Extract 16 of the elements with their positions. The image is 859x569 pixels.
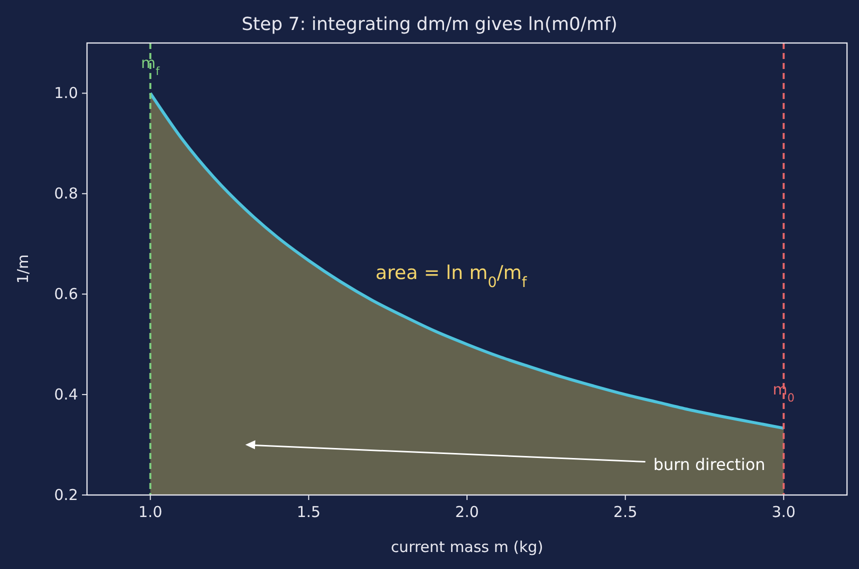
y-tick-label: 0.8 <box>54 184 78 203</box>
y-tick-label: 0.2 <box>54 486 78 504</box>
y-tick-label: 0.4 <box>54 386 78 404</box>
y-tick-label: 0.6 <box>54 285 78 304</box>
y-tick-label: 1.0 <box>54 84 78 102</box>
annotation: burn direction <box>653 454 766 474</box>
ref-line-label: m$_{f}$ <box>141 54 161 78</box>
chart-title: Step 7: integrating dm/m gives ln(m0/mf) <box>242 14 618 35</box>
x-axis-title: current mass m (kg) <box>390 538 544 556</box>
x-tick-label: 1.0 <box>138 503 162 521</box>
annotation: area = ln m$_{0}$/m$_{f}$ <box>376 262 528 292</box>
x-tick-label: 2.5 <box>613 503 638 521</box>
x-tick-label: 2.0 <box>455 503 479 521</box>
y-axis-title: 1/m <box>14 254 32 284</box>
x-tick-label: 3.0 <box>772 503 796 521</box>
x-tick-label: 1.5 <box>296 503 321 521</box>
